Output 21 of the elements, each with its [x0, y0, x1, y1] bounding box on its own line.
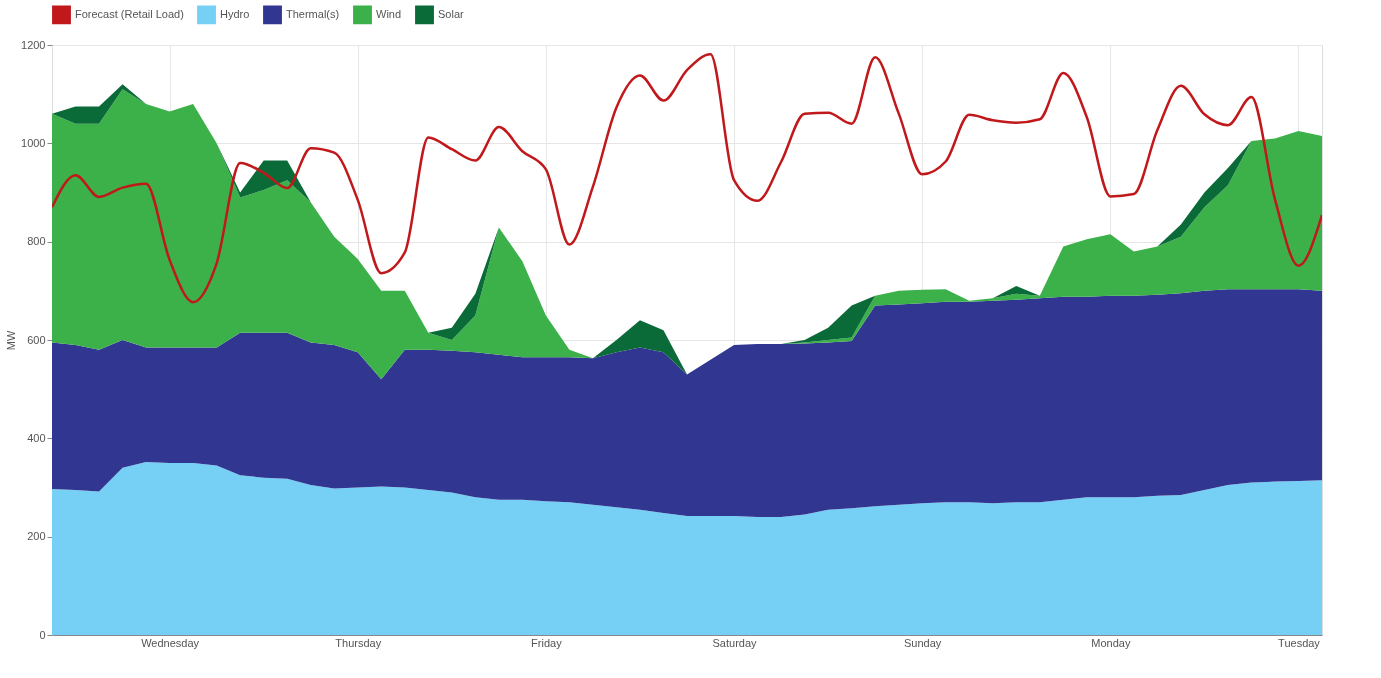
- x-tick-label: Wednesday: [141, 636, 200, 649]
- y-tick-label: 600: [27, 333, 46, 346]
- legend-label: Hydro: [220, 7, 250, 20]
- legend-label: Forecast (Retail Load): [75, 7, 184, 20]
- legend-label: Wind: [376, 7, 402, 20]
- legend-label: Solar: [438, 7, 465, 20]
- line-series: [52, 53, 1322, 304]
- y-tick-label: 200: [27, 530, 46, 543]
- y-tick-label: 1000: [21, 136, 46, 149]
- y-tick-label: 800: [27, 235, 46, 248]
- y-tick-label: 400: [27, 431, 46, 444]
- x-tick-label: Tuesday: [1278, 636, 1321, 649]
- y-tick-label: 0: [39, 628, 46, 641]
- x-tick-label: Thursday: [335, 636, 382, 649]
- y-axis-title: MW: [5, 330, 18, 351]
- x-tick-label: Monday: [1091, 636, 1131, 649]
- x-tick-label: Friday: [531, 636, 563, 649]
- y-tick-label: 1200: [21, 38, 46, 51]
- x-tick-label: Sunday: [904, 636, 942, 649]
- legend-label: Thermal(s): [286, 7, 340, 20]
- x-tick-label: Saturday: [712, 636, 758, 649]
